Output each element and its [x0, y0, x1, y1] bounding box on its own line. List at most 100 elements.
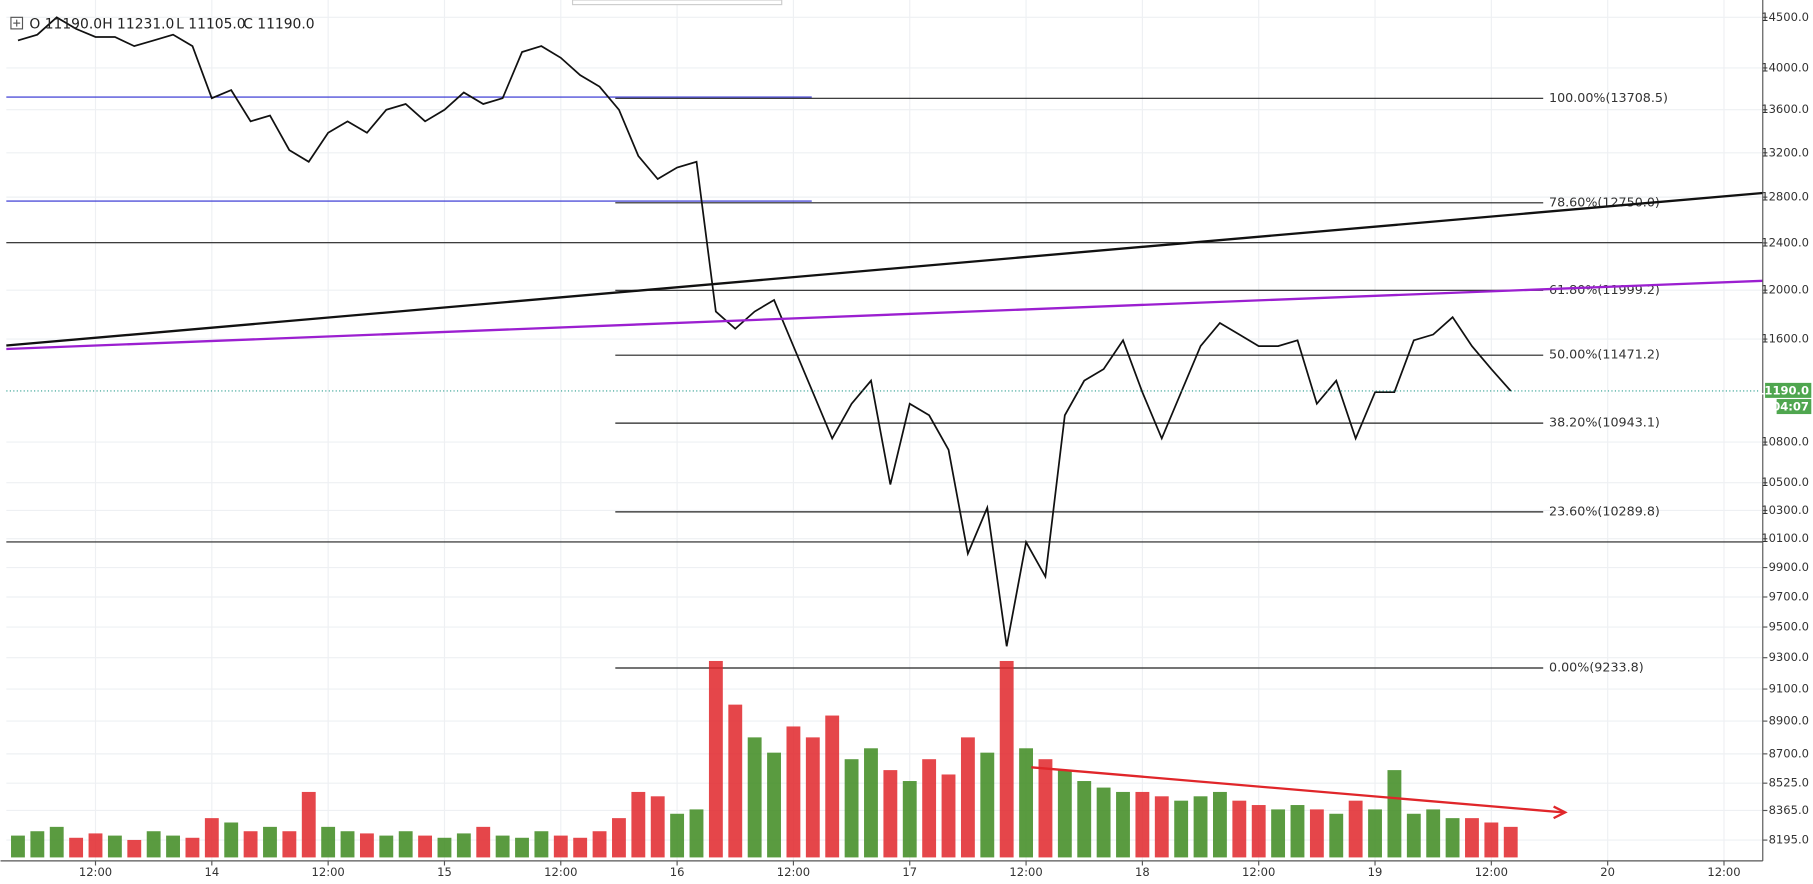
x-tick-label: 16 — [670, 865, 685, 879]
y-tick-label: 14000.0 — [1761, 60, 1809, 74]
volume-bar — [960, 737, 975, 858]
volume-bar — [515, 837, 529, 858]
y-tick-label: 12400.0 — [1761, 235, 1809, 249]
volume-bar — [1348, 800, 1363, 858]
countdown-tag — [1776, 399, 1812, 415]
volume-bar — [224, 822, 239, 858]
ohlc-close: C 11190.0 — [243, 16, 314, 32]
volume-bar — [30, 831, 45, 858]
volume-bar — [495, 835, 510, 858]
y-tick-label: 10100.0 — [1761, 531, 1809, 545]
x-tick-label: 12:00 — [544, 865, 577, 879]
y-tick-label: 8900.0 — [1769, 714, 1809, 728]
volume-bar — [786, 726, 801, 858]
fib-label: 0.00%(9233.8) — [1549, 660, 1644, 675]
price-axis — [1762, 0, 1813, 884]
volume-bar — [340, 831, 355, 858]
y-tick-label: 8700.0 — [1769, 746, 1809, 760]
volume-trend-arrow — [1031, 766, 1563, 814]
volume-bar — [263, 826, 277, 858]
volume-bar — [1329, 813, 1344, 858]
volume-bar — [1503, 826, 1518, 858]
volume-bar — [631, 791, 646, 858]
x-tick-label: 12:00 — [1475, 865, 1508, 879]
volume-bar — [767, 752, 781, 858]
x-tick-label: 12:00 — [1009, 865, 1042, 879]
volume-bar — [185, 837, 200, 858]
volume-bar — [650, 796, 665, 858]
volume-bar — [941, 774, 956, 858]
volume-bar — [1019, 748, 1034, 858]
price-series — [6, 16, 1763, 647]
fib-retracement: 100.00%(13708.5)78.60%(12750.0)61.80%(11… — [615, 90, 1668, 675]
volume-bar — [359, 833, 374, 858]
x-tick-label: 12:00 — [1707, 865, 1740, 879]
fib-label: 78.60%(12750.0) — [1549, 194, 1660, 209]
y-tick-label: 12800.0 — [1761, 190, 1809, 204]
volume-bar — [1077, 781, 1092, 858]
volume-bar — [107, 835, 122, 858]
volume-bar — [1406, 813, 1421, 858]
price-line — [17, 16, 1512, 647]
volume-bar — [1387, 770, 1402, 858]
x-tick-label: 20 — [1600, 865, 1615, 879]
volume-bar — [127, 839, 142, 858]
y-tick-label: 10500.0 — [1761, 475, 1809, 489]
volume-bar — [553, 835, 568, 858]
volume-bar — [1096, 787, 1111, 858]
y-tick-label: 11600.0 — [1761, 332, 1809, 346]
volume-bar — [456, 833, 471, 858]
volume-bar — [1154, 796, 1169, 858]
volume-bar — [825, 715, 840, 858]
volume-bar — [88, 833, 103, 858]
x-tick-label: 12:00 — [79, 865, 112, 879]
volume-bar — [1213, 791, 1227, 858]
y-tick-label: 12000.0 — [1761, 283, 1809, 297]
x-tick-label: 18 — [1135, 865, 1150, 879]
volume-bar — [1038, 759, 1053, 858]
x-tick-label: 15 — [437, 865, 452, 879]
trend-line — [6, 191, 1763, 347]
volume-bar — [418, 835, 433, 858]
volume-bar — [1368, 809, 1382, 858]
volume-bar — [1309, 809, 1324, 858]
countdown: 04:07 — [1772, 400, 1809, 414]
volume-bar — [146, 831, 161, 858]
volume-bar — [379, 835, 394, 858]
volume-bar — [534, 831, 549, 858]
volume-bar — [1174, 800, 1189, 858]
y-tick-label: 9100.0 — [1769, 682, 1809, 696]
volume-bar — [1426, 809, 1441, 858]
y-tick-label: 13200.0 — [1761, 145, 1809, 159]
volume-bar — [243, 831, 258, 858]
volume-bar — [1251, 805, 1266, 858]
volume-bar — [1057, 770, 1072, 858]
y-tick-label: 14500.0 — [1761, 10, 1809, 24]
fib-label: 23.60%(10289.8) — [1549, 503, 1660, 518]
collapse-icon[interactable] — [10, 16, 24, 30]
y-tick-label: 10300.0 — [1761, 503, 1809, 517]
volume-bar — [1135, 791, 1150, 858]
y-tick-label: 9900.0 — [1769, 560, 1809, 574]
volume-bar — [592, 831, 607, 858]
volume-bar — [301, 791, 316, 858]
volume-bar — [398, 831, 413, 858]
last-price-label: 11190.0 — [1756, 383, 1809, 397]
volume-bar — [49, 826, 64, 858]
volume-bar — [1232, 800, 1247, 858]
volume-bar — [980, 752, 995, 858]
last-price-tag — [1765, 382, 1812, 398]
volume-bar — [670, 813, 685, 858]
arrow-head — [1553, 805, 1568, 820]
volume-bar — [573, 837, 588, 858]
toolbar-edge — [571, 0, 783, 6]
volume-bar — [321, 826, 336, 858]
y-tick-label: 10800.0 — [1761, 435, 1809, 449]
volume-bar — [11, 835, 25, 858]
trend-line — [6, 279, 1763, 351]
volume-bar — [844, 759, 859, 858]
volume-bar — [1465, 818, 1479, 858]
fib-label: 100.00%(13708.5) — [1549, 90, 1668, 105]
